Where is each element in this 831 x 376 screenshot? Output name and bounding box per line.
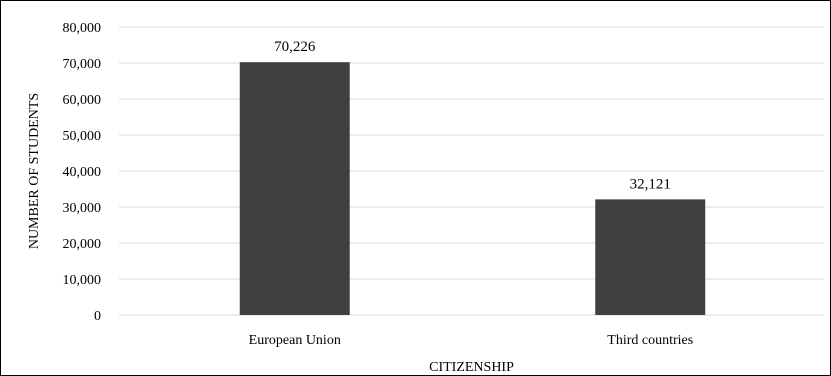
data-labels: 70,226 32,121 xyxy=(274,39,671,192)
bar xyxy=(239,62,350,315)
gridlines xyxy=(119,26,824,316)
y-tick-label: 30,000 xyxy=(63,201,102,216)
y-axis-title: NUMBER OF STUDENTS xyxy=(27,93,42,249)
y-tick-label: 0 xyxy=(94,309,101,324)
y-tick-label: 70,000 xyxy=(63,57,102,72)
y-tick-label: 50,000 xyxy=(63,129,102,144)
bar-data-label: 32,121 xyxy=(630,176,671,192)
bar xyxy=(595,199,706,315)
bars xyxy=(239,62,706,315)
y-axis-ticks: 0 10,000 20,000 30,000 40,000 50,000 60,000 70,… xyxy=(63,21,102,324)
y-tick-label: 40,000 xyxy=(63,165,102,180)
category-label: Third countries xyxy=(607,333,693,348)
y-tick-label: 20,000 xyxy=(63,237,102,252)
y-tick-label: 10,000 xyxy=(63,273,102,288)
bar-data-label: 70,226 xyxy=(274,39,316,55)
x-axis-categories: European Union Third countries xyxy=(249,333,694,348)
category-label: European Union xyxy=(249,333,341,348)
x-axis-title: CITIZENSHIP xyxy=(429,360,514,375)
y-tick-label: 80,000 xyxy=(63,21,102,36)
y-tick-label: 60,000 xyxy=(63,93,102,108)
